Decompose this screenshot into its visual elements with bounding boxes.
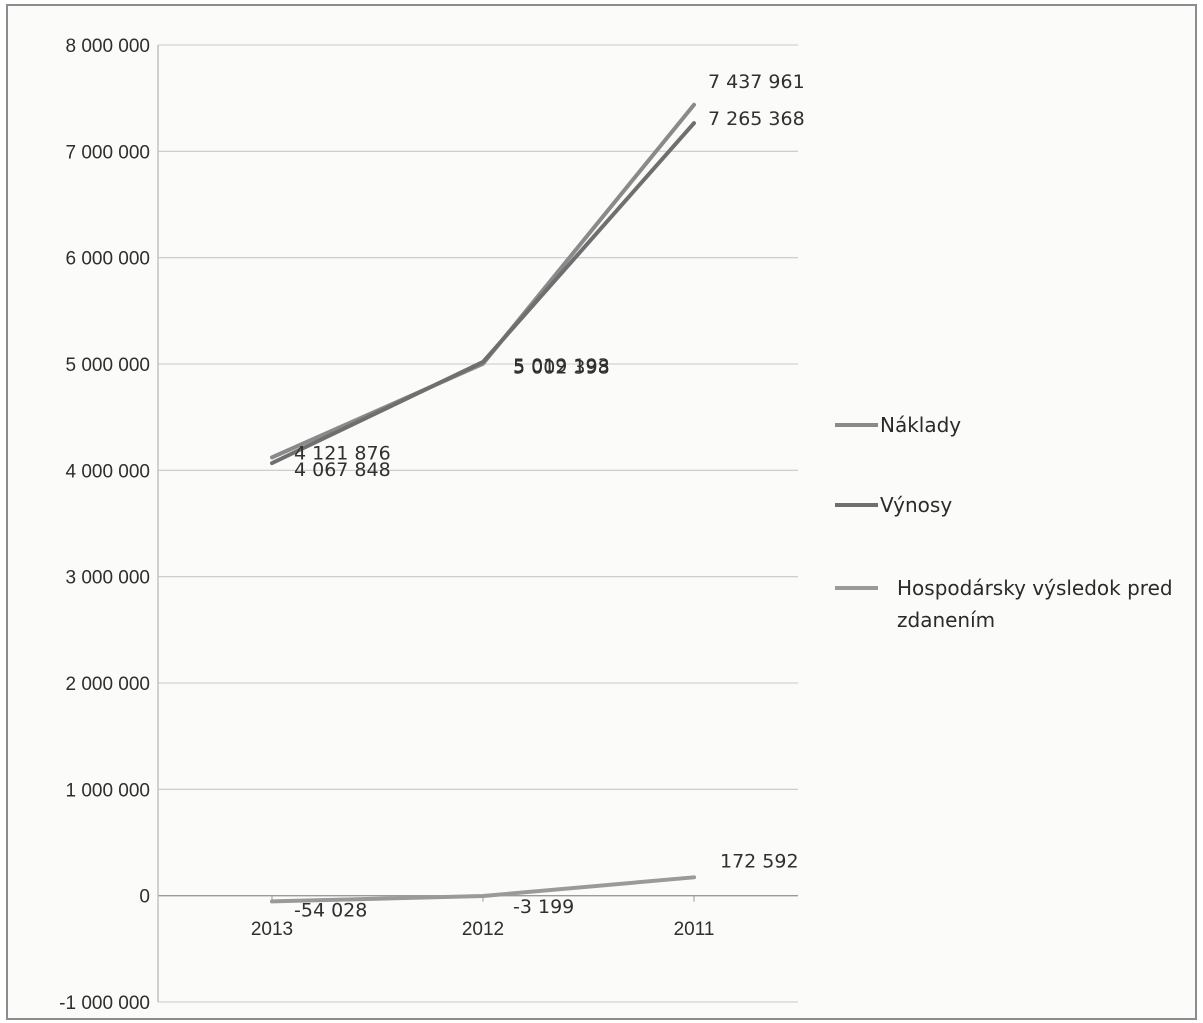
gridlines — [158, 44, 798, 1003]
series-line-2 — [270, 121, 696, 466]
y-tick-label: 2 000 000 — [65, 674, 150, 695]
y-tick-label: 8 000 000 — [65, 36, 150, 57]
data-labels: 4 121 876 5 002 398 7 437 961 4 067 848 5 01… — [294, 71, 805, 922]
data-label: -3 199 — [513, 896, 574, 918]
y-axis: 8 000 000 7 000 000 6 000 000 5 000 000 4 00… — [59, 36, 159, 1014]
y-tick-label: 3 000 000 — [65, 568, 150, 589]
data-label: 5 002 398 — [513, 357, 610, 379]
y-tick-label: 4 000 000 — [65, 461, 150, 482]
x-tick-label: 2013 — [251, 919, 293, 940]
y-tick-label: 6 000 000 — [65, 249, 150, 270]
data-label: 7 437 961 — [708, 71, 805, 93]
legend-label: Výnosy — [880, 493, 952, 517]
series-line-3 — [270, 875, 696, 904]
series-lines — [270, 102, 696, 904]
y-tick-label: 0 — [139, 887, 150, 908]
legend-label: Náklady — [880, 413, 961, 437]
y-tick-label: 7 000 000 — [65, 142, 150, 163]
data-label: 5 019 193 — [513, 355, 610, 377]
chart-frame — [6, 4, 1197, 1020]
data-label: -54 028 — [294, 899, 367, 921]
data-label: 172 592 — [720, 850, 799, 872]
x-axis: 2013 2012 2011 — [251, 895, 715, 940]
data-label: 4 121 876 — [294, 442, 391, 464]
y-tick-label: 1 000 000 — [65, 780, 150, 801]
y-tick-label: -1 000 000 — [59, 993, 150, 1014]
data-label: 7 265 368 — [708, 108, 805, 130]
series-line-1 — [270, 102, 696, 460]
legend: Náklady Výnosy Hospodársky výsledok pred zd… — [835, 413, 1173, 632]
x-tick-label: 2011 — [674, 919, 715, 940]
legend-label: Hospodársky výsledok pred zdanením — [897, 576, 1173, 632]
x-tick-label: 2012 — [462, 919, 504, 940]
data-label: 4 067 848 — [294, 459, 391, 481]
y-tick-label: 5 000 000 — [65, 355, 150, 376]
